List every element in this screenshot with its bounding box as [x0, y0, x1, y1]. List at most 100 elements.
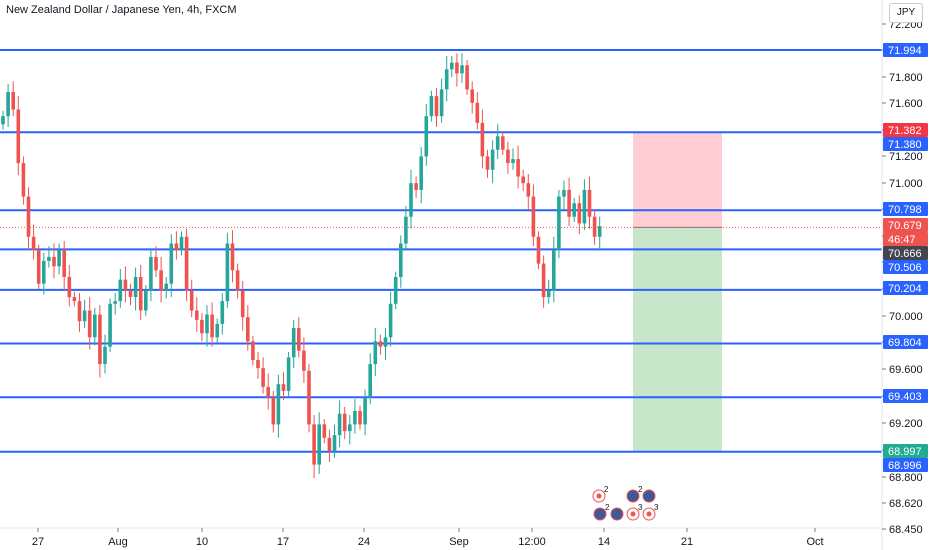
candle-body [184, 236, 189, 291]
candle-body [98, 314, 102, 365]
candle-body [450, 62, 454, 70]
candle-body [373, 341, 378, 365]
candle-body [195, 310, 199, 320]
candle-body [597, 226, 602, 237]
price-label-bg [883, 458, 928, 472]
candle-body [240, 290, 245, 318]
candle-body [475, 102, 480, 123]
candle-body [246, 317, 250, 342]
candle-body [409, 183, 413, 217]
candle-body [179, 236, 184, 251]
candle-body [210, 314, 214, 338]
candle-body [205, 314, 209, 334]
candle-body [118, 279, 123, 302]
candle-body [312, 424, 316, 465]
stop-loss-zone [633, 132, 722, 228]
candle-body [567, 189, 571, 217]
candle-body [429, 96, 434, 117]
candle-body [16, 109, 21, 164]
x-axis: 27 Aug 10 17 24 Sep 12:00 14 21 Oct [32, 528, 824, 548]
x-tick-label: 10 [196, 536, 208, 548]
y-tick-label: 70.000 [889, 311, 923, 323]
candle-body [455, 62, 459, 74]
y-tick-label: 68.800 [889, 472, 923, 484]
y-tick-label: 68.450 [889, 524, 923, 536]
price-label-bg [883, 137, 928, 151]
event-markers: 2 2 2 3 3 [592, 485, 659, 521]
candle-body [133, 276, 138, 298]
candle-body [562, 189, 566, 197]
candle-body [164, 283, 168, 291]
price-label: 70.506 [888, 262, 922, 274]
candle-body [31, 236, 36, 251]
price-label: 70.666 [888, 248, 922, 260]
x-tick-label: 12:00 [518, 536, 546, 548]
candle-body [557, 196, 561, 251]
event-icon: 2 [593, 503, 610, 521]
x-tick-label: 14 [598, 536, 610, 548]
candle-body [490, 149, 495, 170]
y-tick-label: 68.620 [889, 498, 923, 510]
candle-body [159, 270, 163, 291]
candle-body [358, 410, 362, 425]
candle-body [87, 310, 92, 338]
candle-body [281, 384, 286, 391]
candle-body [271, 397, 276, 425]
candle-body [123, 279, 128, 291]
price-label-bg [883, 218, 928, 232]
price-label-bg [883, 444, 928, 458]
svg-text:2: 2 [604, 485, 609, 494]
candle-body [388, 303, 393, 338]
price-label: 71.994 [888, 45, 922, 57]
candle-body [128, 290, 133, 298]
candle-body [337, 413, 342, 436]
candle-body [439, 89, 444, 117]
candle-body [77, 301, 82, 322]
candle-body [297, 327, 301, 351]
currency-button[interactable]: JPY [889, 3, 923, 23]
y-tick-label: 71.600 [889, 98, 923, 110]
candle-body [485, 156, 490, 170]
candle-body [378, 341, 383, 347]
candle-body [286, 357, 291, 391]
candle-body [52, 256, 56, 267]
candle-body [353, 410, 357, 425]
candle-body [511, 159, 515, 164]
candle-body [169, 243, 174, 284]
price-label: 46:47 [888, 234, 916, 246]
price-label-bg [883, 202, 928, 216]
take-profit-zone [633, 227, 722, 452]
candle-body [154, 256, 158, 271]
price-label: 68.997 [888, 446, 922, 458]
candle-body [470, 89, 474, 103]
candle-body [393, 276, 398, 304]
candle-body [82, 310, 87, 322]
candle-body [36, 250, 41, 284]
level-lines [0, 49, 882, 453]
price-label: 68.996 [888, 460, 922, 472]
price-label-bg [883, 123, 928, 137]
x-tick-label: Sep [449, 536, 469, 548]
candle-body [67, 276, 72, 298]
candle-body [526, 183, 531, 197]
zone-layer [633, 132, 722, 452]
candle-body [108, 303, 112, 347]
candle-body [465, 65, 469, 90]
candle-body [332, 435, 337, 452]
candle-body [57, 250, 61, 267]
event-icon: 3 [642, 503, 659, 521]
candle-body [291, 327, 296, 358]
candle-body [149, 256, 153, 291]
candle-body [251, 341, 255, 361]
chart-title: New Zealand Dollar / Japanese Yen, 4h, F… [6, 4, 237, 16]
candle-body [307, 370, 311, 425]
candle-body [174, 243, 179, 251]
svg-text:3: 3 [654, 503, 659, 512]
candle-body [495, 136, 500, 150]
candle-body [404, 216, 408, 244]
svg-text:2: 2 [638, 485, 643, 494]
candle-body [317, 424, 321, 465]
candle-body [93, 314, 97, 338]
candle-body [516, 159, 520, 177]
